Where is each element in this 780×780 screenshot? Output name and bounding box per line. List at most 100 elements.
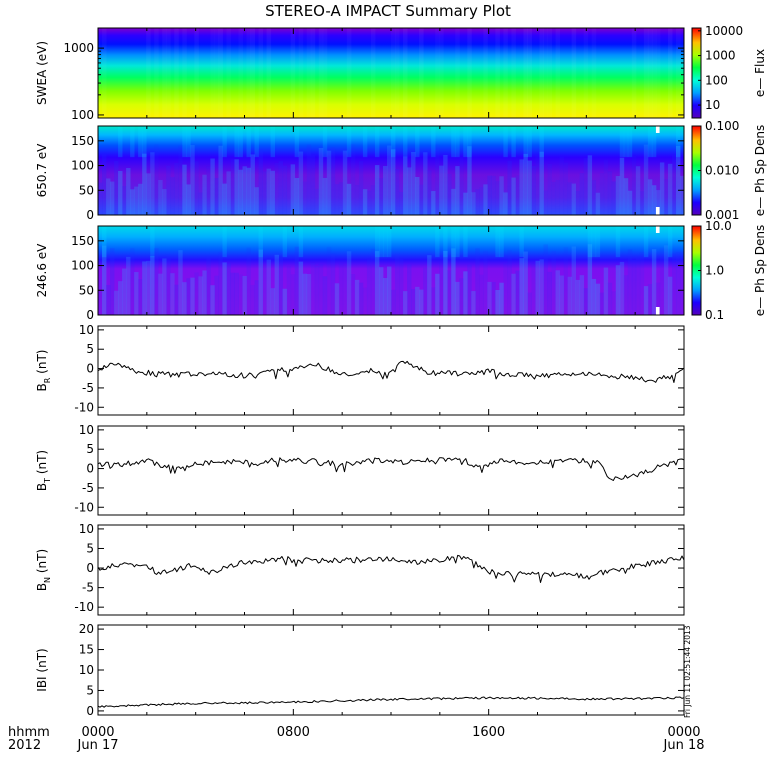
spectrogram-streak: [270, 170, 276, 215]
bt-trace: [97, 457, 685, 481]
spectrogram-streak: [338, 263, 344, 315]
spectrogram-streak: [262, 171, 267, 215]
spectrogram-streak: [202, 270, 207, 315]
spectrogram-streak: [334, 283, 340, 315]
spectrogram-streak: [607, 171, 613, 215]
bmag-ylabel-unit: (nT): [35, 648, 49, 676]
spectrogram-streak: [150, 226, 155, 258]
spectrogram-streak: [531, 165, 536, 215]
spectrogram-streak: [250, 28, 256, 118]
spectrogram-streak: [635, 257, 641, 315]
time-tick-date: Jun 17: [77, 738, 119, 753]
spectrogram-streak: [463, 271, 468, 315]
spectrogram-streak: [527, 160, 532, 215]
spectrogram-streak: [250, 154, 255, 215]
br-background: [98, 326, 684, 415]
spectrogram-streak: [386, 145, 392, 215]
spectrogram-streak: [479, 187, 484, 215]
y-tick-label: 50: [79, 283, 94, 297]
spectrogram-streak: [391, 28, 396, 118]
spectrogram-streak: [134, 186, 139, 215]
spectrogram-streak: [254, 187, 259, 215]
spectrogram-streak: [354, 185, 360, 215]
spectrogram-streak: [395, 28, 400, 118]
spectrogram-streak: [218, 251, 223, 315]
spectrogram-streak: [330, 253, 336, 315]
spectrogram-streak: [676, 28, 681, 118]
spectrogram-streak: [186, 126, 191, 158]
spectrogram-streak: [186, 184, 191, 215]
bt-ylabel-sub: T: [43, 478, 52, 484]
spectrogram-streak: [439, 262, 444, 315]
spectrogram-streak: [298, 261, 304, 315]
spectrogram-streak: [551, 181, 556, 215]
spectrogram-streak: [595, 226, 601, 258]
spectrogram-streak: [362, 189, 368, 215]
spectrogram-streak: [627, 190, 633, 215]
spectrogram-streak: [130, 126, 135, 158]
spectrogram-streak: [579, 275, 585, 315]
spectrogram-streak: [623, 275, 629, 315]
spectrogram-streak: [114, 290, 119, 315]
spectrogram-streak: [523, 251, 528, 315]
spectrogram-streak: [455, 28, 460, 118]
spectrogram-streak: [294, 246, 300, 315]
spectrogram-streak: [238, 274, 243, 315]
y-tick-label: 10: [79, 323, 94, 337]
spectrogram-streak: [443, 226, 448, 258]
spectrogram-streak: [350, 274, 356, 315]
spectrogram-streak: [443, 250, 448, 315]
spectrogram-streak: [314, 188, 320, 215]
spectrogram-streak: [447, 173, 452, 215]
spectrogram-streak: [551, 250, 556, 315]
spectrogram-streak: [310, 155, 316, 215]
spectrogram-streak: [310, 262, 316, 315]
spectrogram-streak: [651, 185, 657, 215]
spectrogram-streak: [186, 278, 191, 315]
spectrogram-streak: [439, 28, 444, 118]
spectrogram-streak: [455, 226, 460, 258]
spectrogram-streak: [158, 273, 163, 315]
spectrogram-streak: [591, 278, 597, 315]
pad246-spectrogram: [98, 226, 684, 315]
swea-colorbar-frame: [691, 27, 702, 119]
spectrogram-streak: [571, 246, 577, 315]
spectrogram-streak: [386, 266, 392, 315]
spectrogram-streak: [511, 28, 516, 118]
spectrogram-streak: [226, 263, 231, 315]
spectrogram-streak: [548, 28, 553, 118]
spectrogram-streak: [130, 189, 135, 215]
spectrogram-streak: [411, 151, 416, 215]
spectrogram-streak: [667, 28, 673, 118]
spectrogram-streak: [423, 267, 428, 315]
pad650-ylabel: 650.7 eV: [35, 143, 49, 198]
spectrogram-streak: [330, 147, 336, 215]
spectrogram-streak: [483, 184, 488, 215]
spectrogram-streak: [643, 286, 649, 315]
spectrogram-streak: [302, 273, 308, 315]
spectrogram-streak: [194, 161, 199, 215]
spectrogram-streak: [547, 271, 552, 315]
spectrogram-streak: [543, 244, 548, 315]
spectrogram-streak: [395, 253, 400, 315]
bn-background: [98, 525, 684, 615]
spectrogram-streak: [435, 273, 440, 315]
spectrogram-streak: [539, 259, 544, 315]
spectrogram-streak: [374, 251, 380, 315]
spectrogram-streak: [643, 144, 649, 215]
spectrogram-streak: [182, 28, 187, 118]
pad246-colorbar: [692, 226, 701, 315]
spectrogram-streak: [523, 28, 528, 118]
spectrogram-streak: [247, 28, 252, 118]
spectrogram-streak: [138, 126, 143, 158]
spectrogram-streak: [503, 28, 508, 118]
colorbar-tick-label: 1000: [705, 49, 736, 63]
spectrogram-streak: [627, 249, 633, 315]
spectrogram-streak: [395, 169, 400, 215]
br-ylabel: BR (nT): [35, 350, 52, 392]
spectrogram-streak: [218, 145, 223, 215]
spectrogram-streak: [106, 178, 111, 215]
spectrogram-streak: [318, 264, 324, 315]
spectrogram-streak: [651, 249, 657, 315]
colorbar-tick-label: 10.0: [705, 219, 732, 233]
